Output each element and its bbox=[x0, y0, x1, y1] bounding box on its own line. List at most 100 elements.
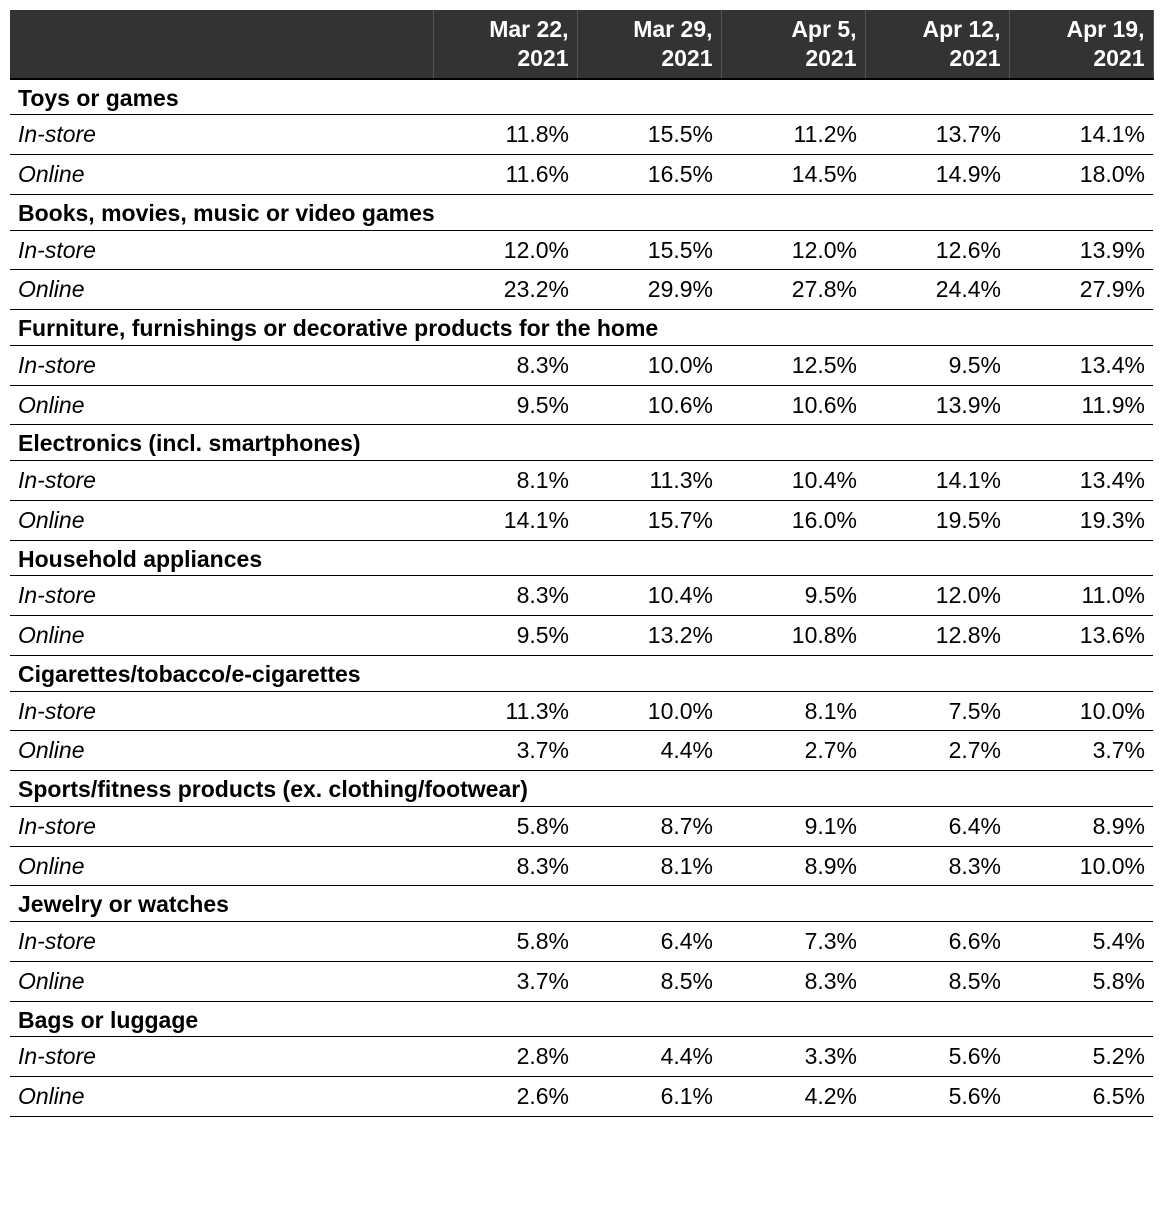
value-cell: 23.2% bbox=[433, 270, 577, 310]
value-cell: 12.8% bbox=[865, 616, 1009, 656]
header-line2: 2021 bbox=[517, 45, 568, 71]
channel-label: In-store bbox=[10, 115, 433, 155]
header-line1: Mar 22, bbox=[489, 16, 568, 42]
value-cell: 5.2% bbox=[1009, 1037, 1153, 1077]
value-cell: 6.6% bbox=[865, 922, 1009, 962]
value-cell: 3.7% bbox=[1009, 731, 1153, 771]
table-row: Online3.7%8.5%8.3%8.5%5.8% bbox=[10, 961, 1153, 1001]
header-col-2: Apr 5, 2021 bbox=[721, 10, 865, 79]
value-cell: 9.5% bbox=[433, 616, 577, 656]
value-cell: 7.3% bbox=[721, 922, 865, 962]
value-cell: 10.0% bbox=[1009, 846, 1153, 886]
data-table: Mar 22, 2021 Mar 29, 2021 Apr 5, 2021 Ap… bbox=[10, 10, 1154, 1117]
value-cell: 12.0% bbox=[721, 230, 865, 270]
header-col-1: Mar 29, 2021 bbox=[577, 10, 721, 79]
value-cell: 14.1% bbox=[865, 461, 1009, 501]
channel-label: In-store bbox=[10, 1037, 433, 1077]
value-cell: 16.5% bbox=[577, 155, 721, 195]
value-cell: 4.4% bbox=[577, 731, 721, 771]
value-cell: 13.6% bbox=[1009, 616, 1153, 656]
channel-label: In-store bbox=[10, 230, 433, 270]
value-cell: 9.5% bbox=[433, 385, 577, 425]
value-cell: 7.5% bbox=[865, 691, 1009, 731]
value-cell: 13.9% bbox=[865, 385, 1009, 425]
value-cell: 14.1% bbox=[433, 500, 577, 540]
value-cell: 6.1% bbox=[577, 1077, 721, 1117]
value-cell: 13.9% bbox=[1009, 230, 1153, 270]
value-cell: 9.5% bbox=[865, 345, 1009, 385]
channel-label: In-store bbox=[10, 576, 433, 616]
table-row: In-store8.1%11.3%10.4%14.1%13.4% bbox=[10, 461, 1153, 501]
value-cell: 8.1% bbox=[577, 846, 721, 886]
table-row: In-store8.3%10.0%12.5%9.5%13.4% bbox=[10, 345, 1153, 385]
value-cell: 24.4% bbox=[865, 270, 1009, 310]
value-cell: 13.4% bbox=[1009, 461, 1153, 501]
category-label: Cigarettes/tobacco/e-cigarettes bbox=[10, 655, 1153, 691]
value-cell: 19.3% bbox=[1009, 500, 1153, 540]
value-cell: 5.8% bbox=[433, 922, 577, 962]
value-cell: 13.7% bbox=[865, 115, 1009, 155]
value-cell: 27.8% bbox=[721, 270, 865, 310]
value-cell: 9.1% bbox=[721, 806, 865, 846]
value-cell: 10.6% bbox=[721, 385, 865, 425]
header-line2: 2021 bbox=[661, 45, 712, 71]
channel-label: Online bbox=[10, 500, 433, 540]
value-cell: 5.4% bbox=[1009, 922, 1153, 962]
value-cell: 2.8% bbox=[433, 1037, 577, 1077]
table-row: Online23.2%29.9%27.8%24.4%27.9% bbox=[10, 270, 1153, 310]
value-cell: 27.9% bbox=[1009, 270, 1153, 310]
header-col-3: Apr 12, 2021 bbox=[865, 10, 1009, 79]
value-cell: 8.3% bbox=[433, 345, 577, 385]
table-row: Online2.6%6.1%4.2%5.6%6.5% bbox=[10, 1077, 1153, 1117]
value-cell: 12.0% bbox=[865, 576, 1009, 616]
value-cell: 11.3% bbox=[577, 461, 721, 501]
table-header: Mar 22, 2021 Mar 29, 2021 Apr 5, 2021 Ap… bbox=[10, 10, 1153, 79]
value-cell: 8.3% bbox=[433, 576, 577, 616]
value-cell: 3.3% bbox=[721, 1037, 865, 1077]
value-cell: 12.6% bbox=[865, 230, 1009, 270]
category-label: Books, movies, music or video games bbox=[10, 194, 1153, 230]
value-cell: 15.5% bbox=[577, 115, 721, 155]
category-label: Furniture, furnishings or decorative pro… bbox=[10, 310, 1153, 346]
category-label: Sports/fitness products (ex. clothing/fo… bbox=[10, 771, 1153, 807]
value-cell: 14.1% bbox=[1009, 115, 1153, 155]
value-cell: 8.9% bbox=[721, 846, 865, 886]
value-cell: 8.1% bbox=[721, 691, 865, 731]
table-row: In-store5.8%6.4%7.3%6.6%5.4% bbox=[10, 922, 1153, 962]
value-cell: 10.6% bbox=[577, 385, 721, 425]
value-cell: 2.6% bbox=[433, 1077, 577, 1117]
value-cell: 15.7% bbox=[577, 500, 721, 540]
channel-label: In-store bbox=[10, 691, 433, 731]
value-cell: 8.5% bbox=[865, 961, 1009, 1001]
channel-label: In-store bbox=[10, 922, 433, 962]
channel-label: Online bbox=[10, 385, 433, 425]
value-cell: 16.0% bbox=[721, 500, 865, 540]
value-cell: 11.8% bbox=[433, 115, 577, 155]
value-cell: 29.9% bbox=[577, 270, 721, 310]
value-cell: 11.3% bbox=[433, 691, 577, 731]
category-label: Electronics (incl. smartphones) bbox=[10, 425, 1153, 461]
value-cell: 8.7% bbox=[577, 806, 721, 846]
table-row: Online9.5%10.6%10.6%13.9%11.9% bbox=[10, 385, 1153, 425]
table-row: Online8.3%8.1%8.9%8.3%10.0% bbox=[10, 846, 1153, 886]
table-row: In-store8.3%10.4%9.5%12.0%11.0% bbox=[10, 576, 1153, 616]
value-cell: 13.2% bbox=[577, 616, 721, 656]
header-line1: Apr 12, bbox=[923, 16, 1001, 42]
channel-label: Online bbox=[10, 961, 433, 1001]
value-cell: 12.0% bbox=[433, 230, 577, 270]
value-cell: 8.5% bbox=[577, 961, 721, 1001]
value-cell: 8.3% bbox=[433, 846, 577, 886]
table-row: In-store12.0%15.5%12.0%12.6%13.9% bbox=[10, 230, 1153, 270]
table-row: In-store11.8%15.5%11.2%13.7%14.1% bbox=[10, 115, 1153, 155]
value-cell: 11.6% bbox=[433, 155, 577, 195]
value-cell: 10.0% bbox=[577, 691, 721, 731]
table-row: Online14.1%15.7%16.0%19.5%19.3% bbox=[10, 500, 1153, 540]
header-col-0: Mar 22, 2021 bbox=[433, 10, 577, 79]
value-cell: 6.4% bbox=[865, 806, 1009, 846]
header-line1: Mar 29, bbox=[633, 16, 712, 42]
header-col-4: Apr 19, 2021 bbox=[1009, 10, 1153, 79]
value-cell: 11.9% bbox=[1009, 385, 1153, 425]
value-cell: 13.4% bbox=[1009, 345, 1153, 385]
value-cell: 11.2% bbox=[721, 115, 865, 155]
value-cell: 2.7% bbox=[721, 731, 865, 771]
